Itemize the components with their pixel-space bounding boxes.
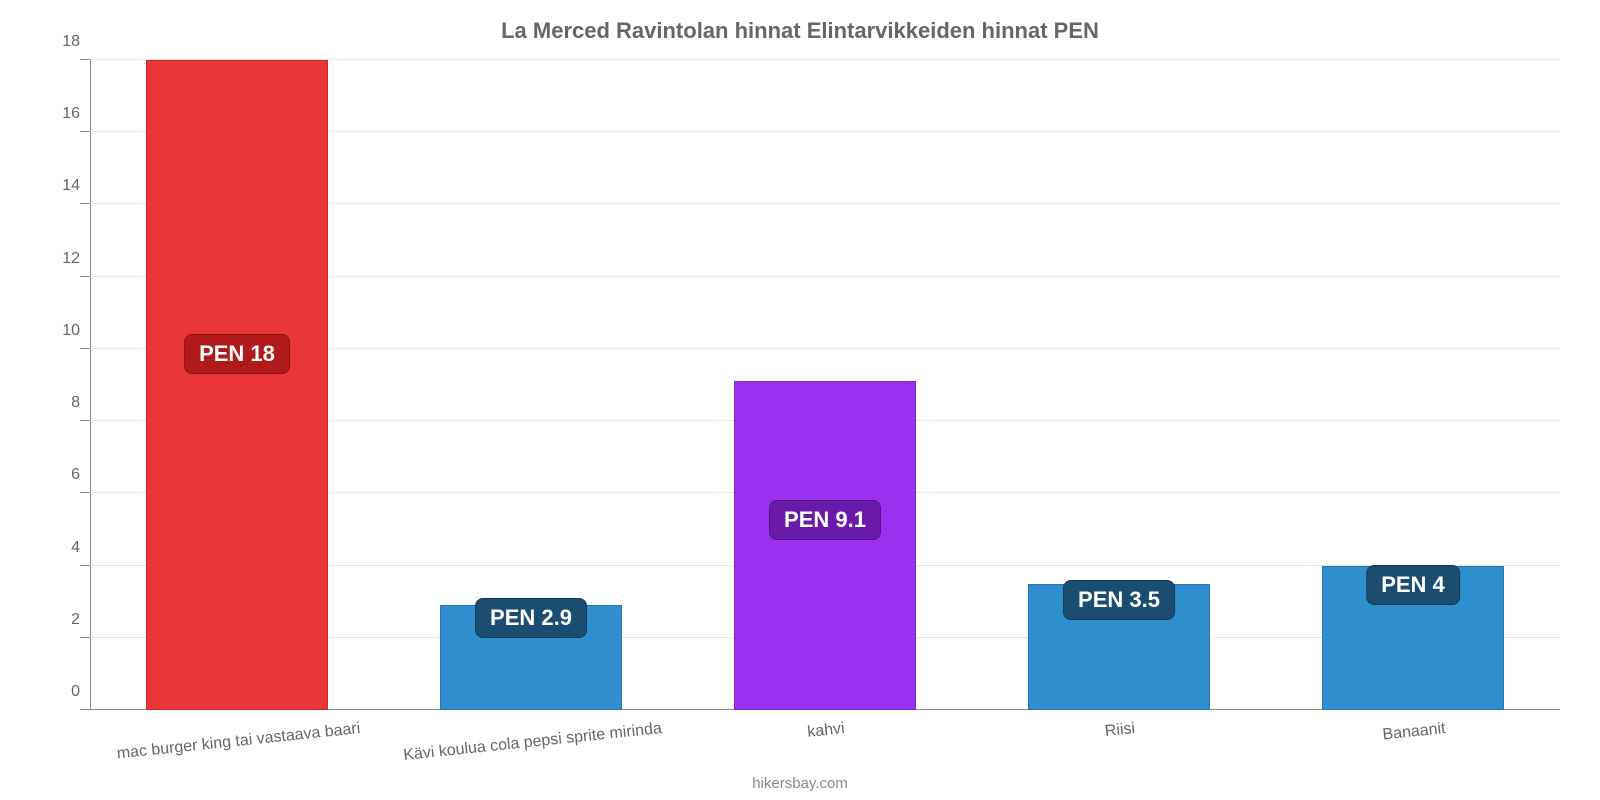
y-tick [80, 59, 90, 60]
y-tick-label: 4 [30, 539, 80, 557]
y-tick-label: 18 [30, 33, 80, 51]
bar-value-label: PEN 3.5 [1063, 580, 1175, 620]
y-tick [80, 131, 90, 132]
bar-value-label: PEN 9.1 [769, 500, 881, 540]
y-tick-label: 8 [30, 394, 80, 412]
bar [146, 60, 328, 710]
y-tick-label: 2 [30, 611, 80, 629]
source-label: hikersbay.com [0, 775, 1600, 792]
y-tick [80, 709, 90, 710]
x-tick-label: mac burger king tai vastaava baari [116, 720, 361, 763]
y-tick [80, 276, 90, 277]
bar-value-label: PEN 2.9 [475, 598, 587, 638]
y-tick [80, 492, 90, 493]
x-tick-label: kahvi [807, 720, 846, 742]
price-bar-chart: La Merced Ravintolan hinnat Elintarvikke… [0, 0, 1600, 800]
y-tick-label: 10 [30, 322, 80, 340]
bar [734, 381, 916, 710]
y-tick-label: 14 [30, 177, 80, 195]
y-axis [90, 60, 91, 710]
y-tick-label: 0 [30, 683, 80, 701]
plot-area: 024681012141618PEN 18mac burger king tai… [90, 60, 1560, 710]
bar-value-label: PEN 18 [184, 334, 290, 374]
chart-title: La Merced Ravintolan hinnat Elintarvikke… [0, 18, 1600, 44]
y-tick-label: 12 [30, 250, 80, 268]
x-tick-label: Banaanit [1382, 720, 1447, 745]
y-tick-label: 6 [30, 466, 80, 484]
x-tick-label: Riisi [1104, 720, 1136, 741]
y-tick [80, 565, 90, 566]
bar-value-label: PEN 4 [1366, 565, 1460, 605]
y-tick [80, 420, 90, 421]
y-tick [80, 637, 90, 638]
y-tick [80, 348, 90, 349]
x-tick-label: Kävi koulua cola pepsi sprite mirinda [403, 720, 663, 765]
y-tick-label: 16 [30, 105, 80, 123]
y-tick [80, 203, 90, 204]
